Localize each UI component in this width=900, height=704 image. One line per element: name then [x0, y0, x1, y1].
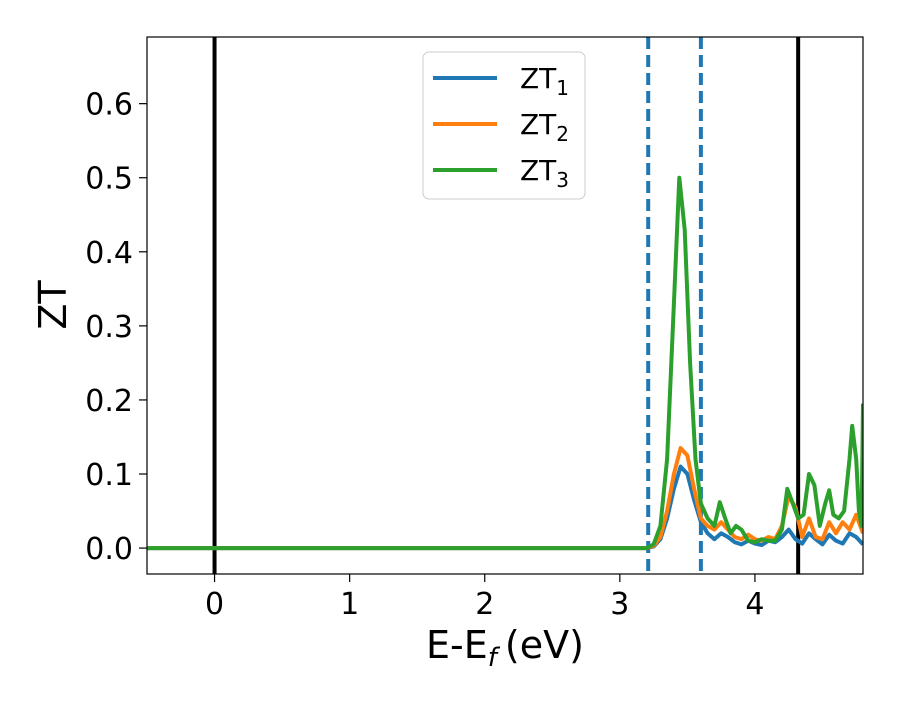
series-line-zt-2 — [147, 446, 863, 551]
legend-frame — [422, 51, 586, 200]
x-axis-label: E-Ef (eV) — [426, 623, 584, 673]
y-tick-label: 0.2 — [85, 384, 133, 419]
y-axis-label: ZT — [31, 280, 75, 330]
x-axis-label-unit: (eV) — [505, 623, 584, 667]
legend: ZT1 ZT2 ZT3 — [422, 51, 586, 200]
x-axis-ticks: 0 1 2 3 4 — [205, 574, 764, 622]
y-tick-label: 0.6 — [85, 88, 133, 123]
y-tick-label: 0.5 — [85, 162, 133, 197]
x-tick-label: 3 — [610, 587, 629, 622]
x-tick-label: 0 — [205, 587, 224, 622]
legend-label-zt-3: ZT3 — [520, 154, 569, 192]
y-tick-label: 0.0 — [85, 532, 133, 567]
y-tick-label: 0.1 — [85, 458, 133, 493]
series-lines — [147, 175, 863, 551]
y-axis-ticks: 0.0 0.1 0.2 0.3 0.4 0.5 0.6 — [85, 88, 147, 567]
x-tick-label: 1 — [340, 587, 359, 622]
x-tick-label: 2 — [475, 587, 494, 622]
series-line-zt-3 — [147, 175, 863, 551]
reference-lines — [212, 37, 801, 574]
plot-frame — [146, 36, 864, 575]
y-tick-label: 0.4 — [85, 236, 133, 271]
y-tick-label: 0.3 — [85, 310, 133, 345]
legend-label-zt-2: ZT2 — [520, 108, 569, 146]
legend-label-zt-1: ZT1 — [520, 62, 569, 100]
x-tick-label: 4 — [745, 587, 764, 622]
